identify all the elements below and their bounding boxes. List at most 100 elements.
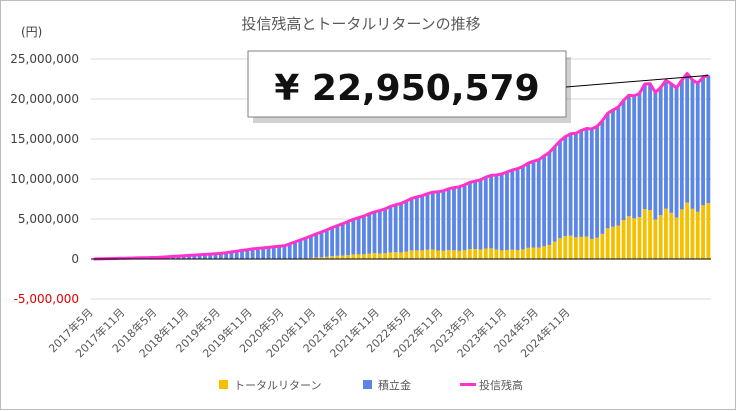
bar-total-return — [500, 250, 504, 259]
bar-total-return — [526, 248, 530, 259]
bar-contribution — [473, 181, 477, 249]
bar-contribution — [648, 84, 652, 210]
bar-contribution — [542, 156, 546, 246]
bar-total-return — [585, 237, 589, 259]
bar-total-return — [669, 213, 673, 259]
bar-contribution — [547, 152, 551, 245]
bar-contribution — [680, 80, 684, 209]
bar-contribution — [638, 93, 642, 217]
bar-contribution — [346, 222, 350, 256]
bar-contribution — [277, 246, 281, 259]
bar-total-return — [600, 234, 604, 259]
bar-total-return — [484, 249, 488, 259]
bar-contribution — [362, 216, 366, 254]
bar-contribution — [590, 129, 594, 239]
bar-total-return — [404, 252, 408, 259]
bar-total-return — [701, 205, 705, 259]
bar-contribution — [399, 203, 403, 252]
bar-total-return — [431, 250, 435, 259]
bar-contribution — [272, 247, 276, 259]
bar-total-return — [579, 237, 583, 259]
chart-title: 投信残高とトータルリターンの推移 — [241, 15, 480, 33]
bar-contribution — [415, 197, 419, 250]
bar-total-return — [622, 220, 626, 259]
bar-contribution — [505, 172, 509, 250]
bar-total-return — [510, 250, 514, 259]
bar-total-return — [426, 250, 430, 259]
bar-contribution — [706, 75, 710, 203]
y-axis-ticks: 25,000,00020,000,00015,000,00010,000,000… — [10, 52, 79, 306]
bar-contribution — [388, 207, 392, 253]
bar-total-return — [410, 250, 414, 259]
bar-contribution — [627, 95, 631, 216]
bar-total-return — [659, 215, 663, 259]
bar-contribution — [595, 126, 599, 238]
bar-contribution — [563, 137, 567, 237]
bar-contribution — [691, 80, 695, 209]
bar-contribution — [521, 166, 525, 249]
legend-swatch — [219, 380, 228, 389]
bar-total-return — [590, 239, 594, 259]
bar-total-return — [468, 249, 472, 259]
bar-contribution — [643, 84, 647, 209]
bar-total-return — [653, 220, 657, 259]
bar-total-return — [632, 218, 636, 259]
bar-contribution — [558, 141, 562, 238]
bar-contribution — [632, 96, 636, 218]
bar-contribution — [394, 205, 398, 252]
bar-total-return — [479, 249, 483, 259]
x-axis-ticks: 2017年5月2017年11月2018年5月2018年11月2019年5月201… — [46, 305, 573, 360]
bar-contribution — [441, 191, 445, 251]
bar-total-return — [563, 236, 567, 259]
bar-contribution — [468, 182, 472, 249]
bar-contribution — [500, 174, 504, 250]
y-tick-label: 0 — [71, 252, 79, 266]
bar-total-return — [362, 254, 366, 259]
bar-contribution — [701, 77, 705, 205]
bar-contribution — [494, 175, 498, 250]
bar-contribution — [489, 175, 493, 248]
bar-total-return — [558, 238, 562, 259]
bar-contribution — [431, 192, 435, 249]
legend-label: 投信残高 — [479, 378, 523, 392]
bar-contribution — [479, 180, 483, 250]
bar-total-return — [436, 250, 440, 259]
bar-contribution — [426, 194, 430, 250]
bar-total-return — [388, 252, 392, 259]
bar-contribution — [404, 201, 408, 251]
y-axis-unit-label: (円) — [21, 25, 42, 39]
bar-contribution — [420, 196, 424, 251]
bar-contribution — [457, 187, 461, 251]
bar-total-return — [569, 236, 573, 259]
bar-contribution — [447, 189, 451, 250]
bar-total-return — [696, 212, 700, 259]
bar-total-return — [537, 248, 541, 259]
bar-total-return — [521, 249, 525, 259]
bar-total-return — [357, 254, 361, 259]
bar-total-return — [399, 252, 403, 259]
bar-total-return — [346, 255, 350, 259]
legend: トータルリターン積立金投信残高 — [219, 378, 523, 392]
bar-contribution — [351, 219, 355, 254]
bar-total-return — [489, 248, 493, 259]
bar-contribution — [293, 242, 297, 259]
bar-total-return — [505, 250, 509, 259]
bar-contribution — [664, 80, 668, 208]
bar-total-return — [638, 217, 642, 259]
callout-value: ¥ 22,950,579 — [274, 68, 539, 109]
bar-contribution — [378, 211, 382, 254]
bar-total-return — [643, 209, 647, 259]
bar-contribution — [288, 244, 292, 259]
bar-contribution — [484, 177, 488, 248]
bar-contribution — [510, 170, 514, 250]
bar-total-return — [441, 251, 445, 259]
bar-contribution — [304, 238, 308, 258]
bar-contribution — [526, 163, 530, 248]
bar-contribution — [367, 214, 371, 254]
bar-total-return — [452, 250, 456, 259]
bar-contribution — [283, 245, 287, 259]
legend-label: 積立金 — [378, 378, 411, 392]
bar-contribution — [537, 160, 541, 248]
bar-contribution — [325, 230, 329, 257]
